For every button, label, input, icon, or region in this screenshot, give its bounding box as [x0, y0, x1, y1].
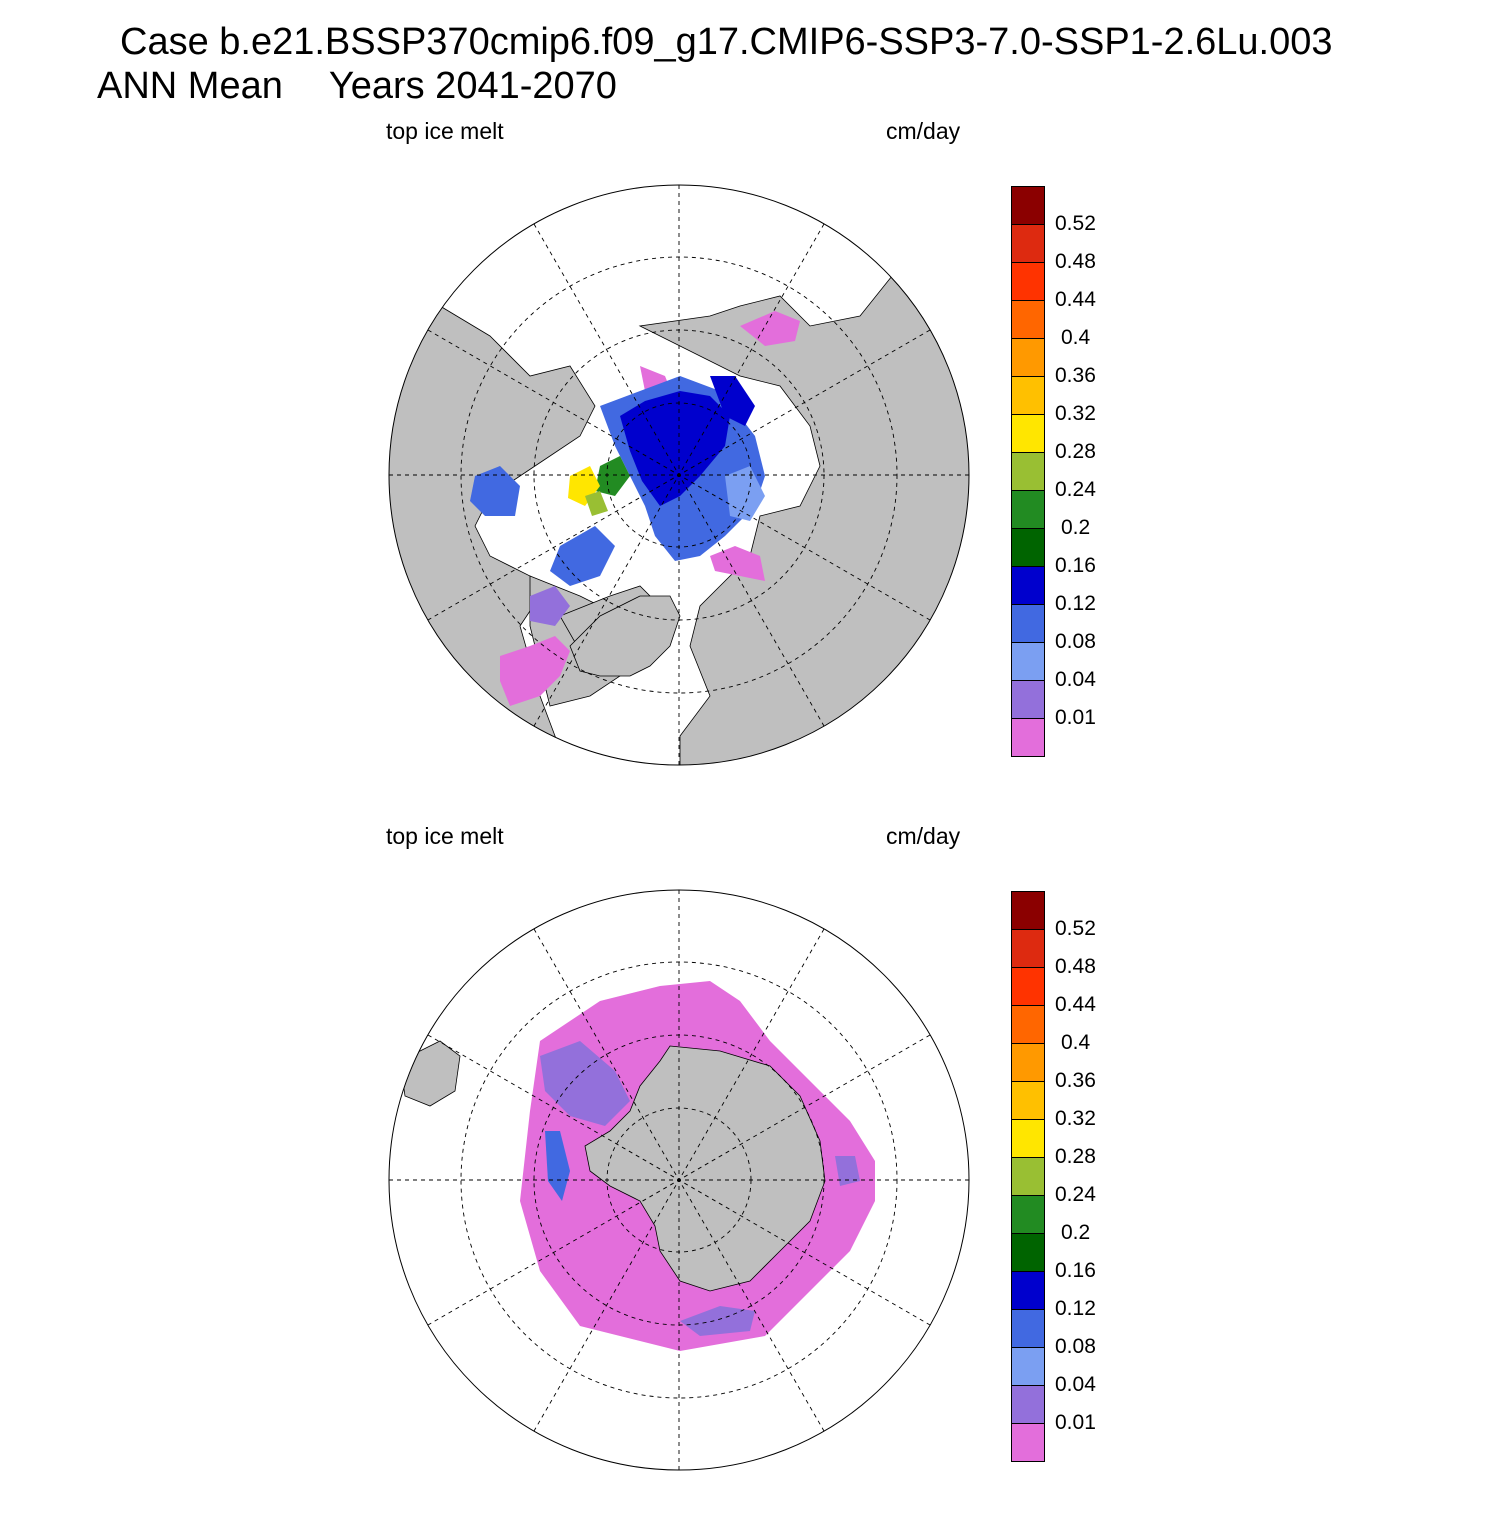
colorbar-swatch	[1011, 1043, 1045, 1082]
variable-label: top ice melt	[386, 823, 504, 849]
ice-melt-low	[500, 636, 570, 706]
colorbar-label: 0.4	[1061, 1031, 1091, 1054]
ice-melt-low	[710, 546, 765, 581]
ice-melt-east	[835, 1156, 860, 1186]
colorbar-swatch	[1011, 642, 1045, 681]
colorbar-swatch	[1011, 967, 1045, 1006]
map-border	[388, 889, 970, 1471]
colorbar-label: 0.2	[1061, 516, 1091, 539]
colorbar-swatch	[1011, 929, 1045, 968]
season-label: ANN Mean	[97, 65, 283, 107]
years-label: Years 2041-2070	[328, 65, 617, 107]
colorbar-label: 0.08	[1055, 630, 1096, 653]
colorbar-label: 0.28	[1055, 1145, 1096, 1168]
colorbar-swatch	[1011, 891, 1045, 930]
ice-melt-archipelago	[585, 491, 608, 516]
variable-label: top ice melt	[386, 118, 504, 144]
map-border	[388, 184, 970, 766]
colorbar-swatch	[1011, 224, 1045, 263]
colorbar-swatch	[1011, 1157, 1045, 1196]
colorbar-label: 0.04	[1055, 668, 1096, 691]
colorbar-label: 0.08	[1055, 1335, 1096, 1358]
colorbar-swatch	[1011, 680, 1045, 719]
ice-melt-archipelago	[595, 456, 630, 496]
colorbar-label: 0.36	[1055, 1069, 1096, 1092]
colorbar-swatch	[1011, 1119, 1045, 1158]
colorbar: 0.52 0.48 0.44 0.4 0.36 0.32 0.28 0.24 0.2 0.16 0.…	[1011, 186, 1111, 761]
units-label: cm/day	[886, 823, 961, 849]
period-title: ANN Mean Years 2041-2070	[97, 66, 617, 106]
colorbar-label: 0.12	[1055, 1297, 1096, 1320]
antarctic-polar-map	[388, 889, 970, 1471]
colorbar-swatch	[1011, 1005, 1045, 1044]
colorbar-swatch	[1011, 718, 1045, 757]
colorbar-label: 0.24	[1055, 1183, 1096, 1206]
colorbar-swatch	[1011, 376, 1045, 415]
colorbar-label: 0.2	[1061, 1221, 1091, 1244]
colorbar-label: 0.04	[1055, 1373, 1096, 1396]
colorbar-swatch	[1011, 1195, 1045, 1234]
colorbar: 0.52 0.48 0.44 0.4 0.36 0.32 0.28 0.24 0.2 0.16 0.…	[1011, 891, 1111, 1466]
colorbar-swatch	[1011, 1423, 1045, 1462]
arctic-polar-map	[388, 184, 970, 766]
case-title: Case b.e21.BSSP370cmip6.f09_g17.CMIP6-SS…	[120, 21, 1333, 63]
colorbar-swatch	[1011, 414, 1045, 453]
colorbar-swatch	[1011, 338, 1045, 377]
colorbar-label: 0.52	[1055, 212, 1096, 235]
ice-melt-peninsula	[545, 1131, 570, 1201]
ice-melt-arctic-core	[710, 376, 755, 426]
colorbar-swatch	[1011, 1309, 1045, 1348]
colorbar-swatch	[1011, 300, 1045, 339]
colorbar-swatch	[1011, 490, 1045, 529]
units-label: cm/day	[886, 118, 961, 144]
colorbar-swatch	[1011, 1271, 1045, 1310]
colorbar-swatch	[1011, 528, 1045, 567]
colorbar-label: 0.4	[1061, 326, 1091, 349]
ice-melt-low	[740, 311, 800, 346]
colorbar-label: 0.12	[1055, 592, 1096, 615]
colorbar-label: 0.24	[1055, 478, 1096, 501]
colorbar-swatch	[1011, 1233, 1045, 1272]
graticule	[389, 185, 969, 765]
antarctic-panel: top ice melt cm/day	[0, 815, 1500, 1515]
colorbar-label: 0.01	[1055, 1411, 1096, 1434]
ice-melt-baffin	[530, 586, 570, 626]
graticule	[389, 890, 969, 1470]
colorbar-swatch	[1011, 186, 1045, 225]
colorbar-label: 0.01	[1055, 706, 1096, 729]
colorbar-label: 0.28	[1055, 440, 1096, 463]
colorbar-label: 0.48	[1055, 250, 1096, 273]
colorbar-label: 0.32	[1055, 1107, 1096, 1130]
colorbar-swatch	[1011, 566, 1045, 605]
land-mass	[638, 265, 969, 765]
colorbar-swatch	[1011, 1385, 1045, 1424]
arctic-panel: top ice melt cm/day	[0, 110, 1500, 810]
colorbar-label: 0.32	[1055, 402, 1096, 425]
colorbar-swatch	[1011, 1347, 1045, 1386]
colorbar-label: 0.44	[1055, 993, 1096, 1016]
colorbar-label: 0.16	[1055, 1259, 1096, 1282]
colorbar-label: 0.16	[1055, 554, 1096, 577]
ice-melt-baffin	[550, 526, 615, 586]
colorbar-label: 0.44	[1055, 288, 1096, 311]
colorbar-swatch	[1011, 604, 1045, 643]
antarctica	[584, 1045, 826, 1292]
ice-melt-weddell	[540, 1041, 630, 1126]
colorbar-swatch	[1011, 452, 1045, 491]
colorbar-label: 0.52	[1055, 917, 1096, 940]
ice-melt-hudson	[470, 466, 520, 516]
colorbar-label: 0.48	[1055, 955, 1096, 978]
colorbar-swatch	[1011, 1081, 1045, 1120]
colorbar-label: 0.36	[1055, 364, 1096, 387]
colorbar-swatch	[1011, 262, 1045, 301]
greenland	[569, 595, 681, 677]
